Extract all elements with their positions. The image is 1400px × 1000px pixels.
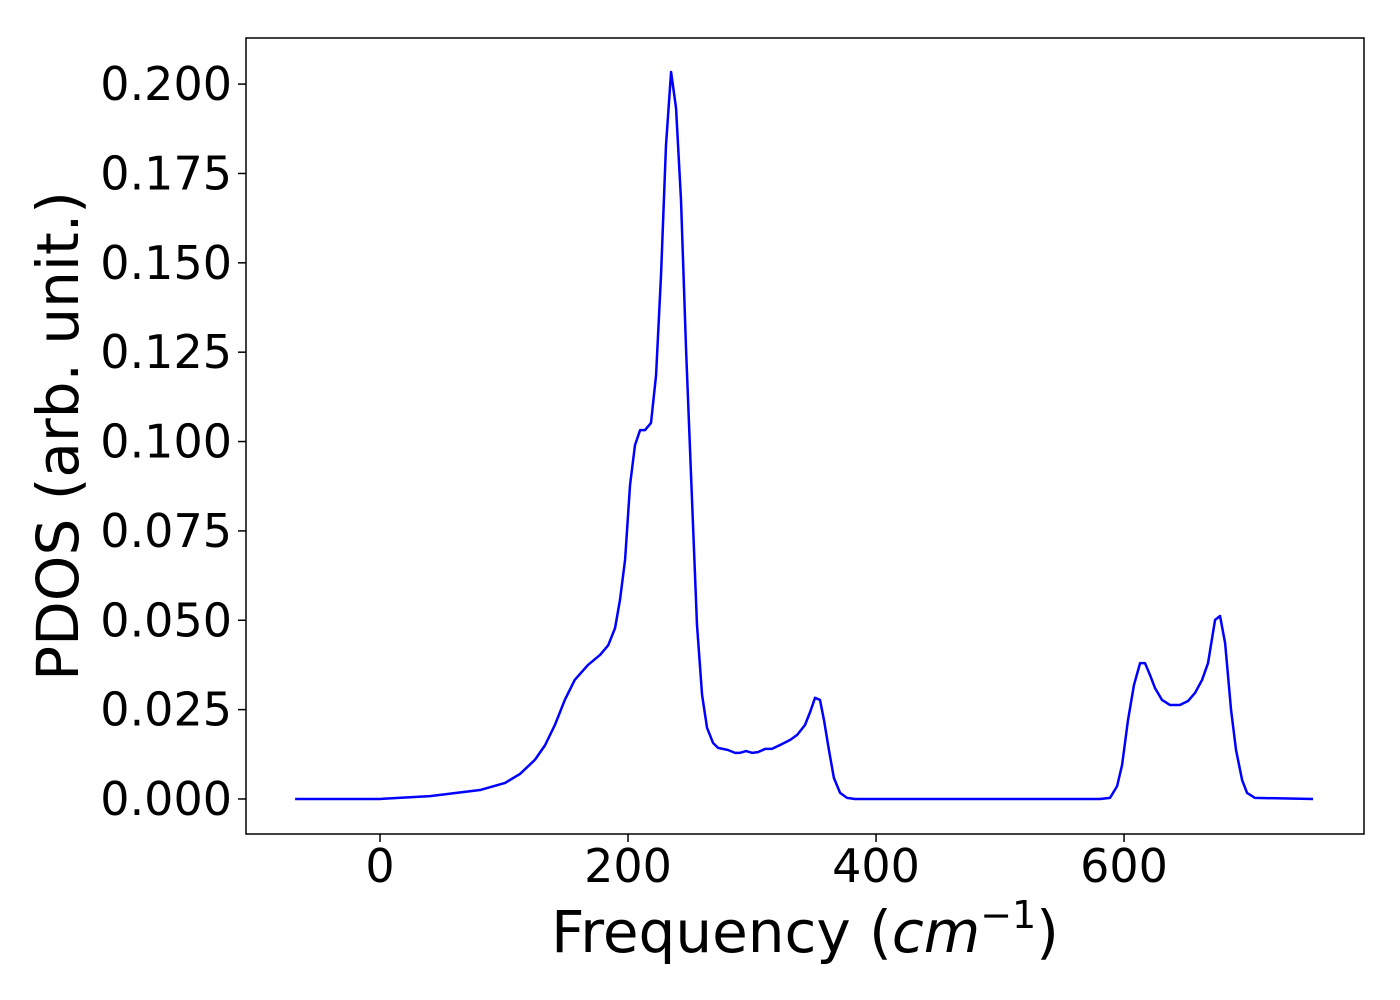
x-label-unit: cm <box>892 898 980 966</box>
y-tick-label: 0.150 <box>100 236 232 290</box>
x-tick-label: 200 <box>584 839 672 893</box>
x-tick-label: 400 <box>832 839 920 893</box>
y-axis-label: PDOS (arb. unit.) <box>24 191 92 681</box>
y-tick-label: 0.050 <box>100 593 232 647</box>
plot-frame <box>245 37 1365 835</box>
y-tick-label: 0.200 <box>100 57 232 111</box>
x-tick-label: 0 <box>365 839 394 893</box>
y-tick-label: 0.075 <box>100 504 232 558</box>
pdos-line <box>295 70 1314 801</box>
x-axis-label: Frequency (cm−1) <box>551 893 1059 966</box>
x-tick-label: 600 <box>1080 839 1168 893</box>
y-tick-label: 0.175 <box>100 146 232 200</box>
y-tick-label: 0.000 <box>100 772 232 826</box>
y-tick-label: 0.100 <box>100 415 232 469</box>
y-tick-label: 0.125 <box>100 325 232 379</box>
x-label-exponent: −1 <box>980 893 1036 937</box>
x-label-close: ) <box>1036 898 1059 966</box>
x-label-text: Frequency ( <box>551 898 892 966</box>
y-tick-label: 0.025 <box>100 683 232 737</box>
